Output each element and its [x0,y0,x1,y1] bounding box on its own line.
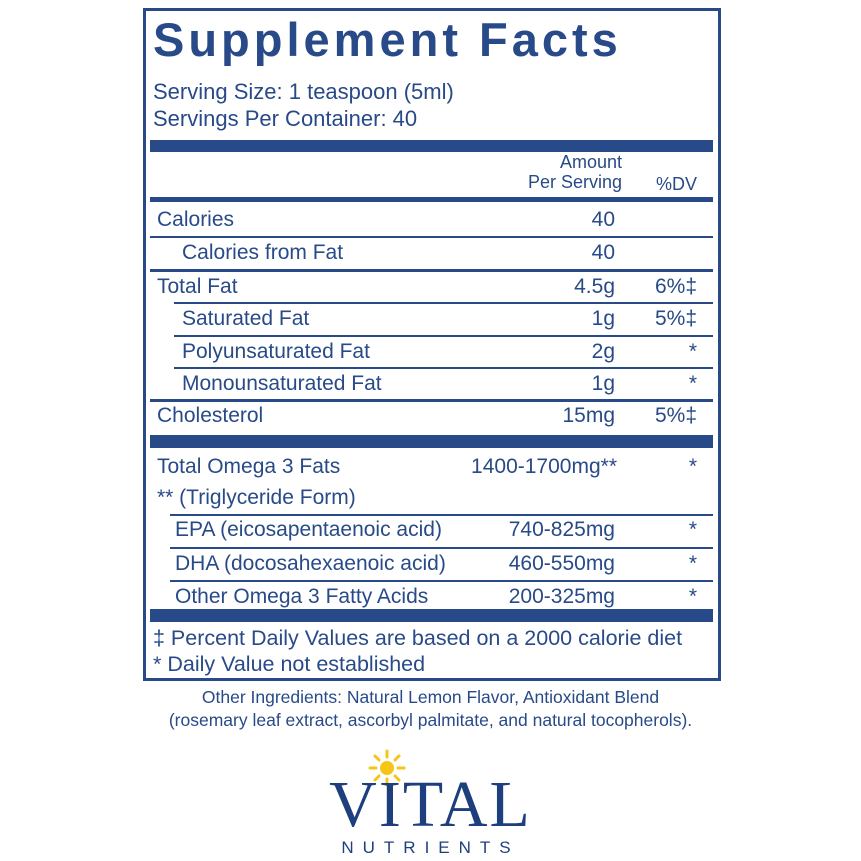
row-amount: 40 [591,208,615,231]
rule [170,547,713,549]
omega-row-name: DHA (docosahexaenoic acid) [175,552,446,575]
logo-brand: VITAL [329,768,532,841]
amount-header: Amount Per Serving [528,152,622,192]
thick-rule [150,435,713,448]
row-amount: 4.5g [574,275,615,298]
thick-rule [150,609,713,622]
row-dv: * [688,340,697,363]
facts-box [143,8,721,681]
rule [174,302,713,304]
row-name: Calories [157,208,235,231]
footnote: ‡ Percent Daily Values are based on a 20… [153,626,683,650]
thick-rule [150,140,713,152]
omega-row-dv: * [688,585,697,608]
row-dv: 5%‡ [654,307,697,330]
omega-note: ** (Triglyceride Form) [157,486,356,509]
rule [170,514,713,516]
rule [150,197,713,202]
dv-header: %DV [655,174,697,194]
omega-row-name: EPA (eicosapentaenoic acid) [175,518,442,541]
row-amount: 1g [591,307,615,330]
sun-icon [368,749,406,787]
omega-dv: * [688,455,697,478]
row-name: Total Fat [157,275,238,298]
servings-per-container: Servings Per Container: 40 [153,106,418,131]
row-name: Polyunsaturated Fat [182,340,370,363]
row-dv: 5%‡ [654,404,697,427]
title: Supplement Facts [153,13,622,66]
row-amount: 2g [591,340,615,363]
omega-amount: 1400-1700mg** [471,455,617,478]
amount-line1: Amount [559,152,622,172]
amount-line2: Per Serving [527,172,622,192]
rule [170,580,713,582]
ingredients-line: (rosemary leaf extract, ascorbyl palmita… [168,710,693,730]
row-amount: 15mg [562,404,615,427]
rule [174,367,713,369]
row-name: Cholesterol [157,404,264,427]
row-amount: 1g [591,372,615,395]
omega-name: Total Omega 3 Fats [157,455,341,478]
rule [150,236,713,238]
rule [174,335,713,337]
rule [150,269,713,272]
omega-row-amount: 200-325mg [508,585,615,608]
other-ingredients: Other Ingredients: Natural Lemon Flavor,… [0,686,861,732]
omega-row-amount: 460-550mg [508,552,615,575]
row-dv: 6%‡ [654,275,697,298]
row-name: Saturated Fat [182,307,310,330]
row-dv: * [688,372,697,395]
ingredients-line: Other Ingredients: Natural Lemon Flavor,… [201,687,660,707]
serving-size: Serving Size: 1 teaspoon (5ml) [153,79,454,104]
footnote: * Daily Value not established [153,652,426,676]
logo-tagline: NUTRIENTS [341,838,520,857]
omega-row-amount: 740-825mg [508,518,615,541]
omega-row-dv: * [688,518,697,541]
row-amount: 40 [591,241,615,264]
row-name: Monounsaturated Fat [182,372,382,395]
omega-row-name: Other Omega 3 Fatty Acids [175,585,429,608]
row-name: Calories from Fat [182,241,344,264]
rule [150,399,713,402]
omega-row-dv: * [688,552,697,575]
